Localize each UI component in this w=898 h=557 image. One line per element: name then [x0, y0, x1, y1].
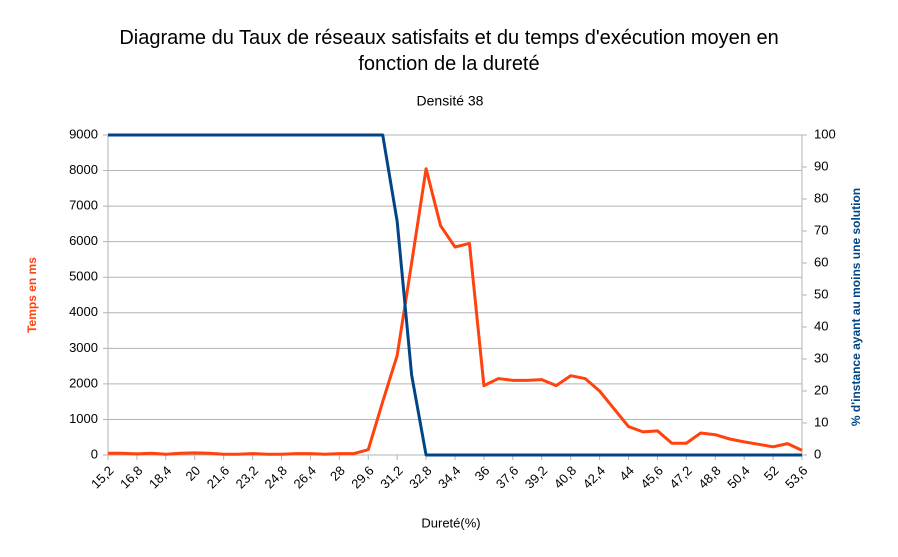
x-tick-label: 26,4: [290, 463, 319, 492]
y-tick-label: 8000: [69, 162, 98, 177]
y2-tick-label: 10: [814, 414, 828, 429]
x-tick-label: 34,4: [435, 463, 464, 492]
y-axis-label: Temps en ms: [25, 257, 39, 333]
y-tick-label: 9000: [69, 126, 98, 141]
x-tick-label: 24,8: [262, 463, 291, 492]
chart-subtitle: Densité 38: [417, 93, 484, 109]
x-tick-label: 47,2: [666, 463, 695, 492]
y2-tick-label: 40: [814, 318, 828, 333]
x-tick-label: 23,2: [233, 463, 262, 492]
x-tick-label: 40,8: [551, 463, 580, 492]
x-tick-label: 18,4: [146, 463, 175, 492]
y-tick-label: 0: [91, 446, 98, 461]
y-tick-label: 5000: [69, 269, 98, 284]
y2-tick-label: 70: [814, 222, 828, 237]
x-tick-label: 32,8: [406, 463, 435, 492]
x-tick-label: 29,6: [348, 463, 377, 492]
x-tick-label: 28: [327, 463, 348, 484]
x-tick-label: 39,2: [522, 463, 551, 492]
y-tick-label: 6000: [69, 233, 98, 248]
y-tick-label: 2000: [69, 375, 98, 390]
y2-tick-label: 80: [814, 190, 828, 205]
x-tick-label: 42,4: [580, 463, 609, 492]
y2-tick-label: 100: [814, 126, 836, 141]
y2-tick-label: 30: [814, 350, 828, 365]
y2-tick-label: 20: [814, 382, 828, 397]
y2-tick-label: 90: [814, 158, 828, 173]
y2-tick-label: 0: [814, 446, 821, 461]
x-tick-label: 15,2: [88, 463, 117, 492]
y-tick-label: 1000: [69, 411, 98, 426]
x-tick-label: 20: [182, 463, 203, 484]
x-tick-label: 45,6: [637, 463, 666, 492]
y2-axis-label: % d'instance ayant au moins une solution: [849, 188, 863, 426]
x-tick-label: 44: [616, 463, 637, 484]
x-axis-label: Dureté(%): [421, 515, 480, 530]
x-tick-label: 31,2: [377, 463, 406, 492]
x-tick-label: 37,6: [493, 463, 522, 492]
x-tick-label: 53,6: [782, 463, 811, 492]
series-line: [108, 167, 803, 456]
x-tick-label: 48,8: [695, 463, 724, 492]
y2-tick-label: 50: [814, 286, 828, 301]
x-tick-label: 52: [761, 463, 782, 484]
y-tick-label: 7000: [69, 198, 98, 213]
y-tick-label: 4000: [69, 304, 98, 319]
y2-tick-label: 60: [814, 254, 828, 269]
x-tick-label: 16,8: [117, 463, 146, 492]
x-tick-label: 21,6: [204, 463, 233, 492]
series-line: [108, 133, 802, 457]
chart-title: Diagrame du Taux de réseaux satisfaits e…: [119, 27, 779, 75]
x-tick-label: 36: [472, 463, 493, 484]
x-tick-label: 50,4: [724, 463, 753, 492]
y-tick-label: 3000: [69, 340, 98, 355]
